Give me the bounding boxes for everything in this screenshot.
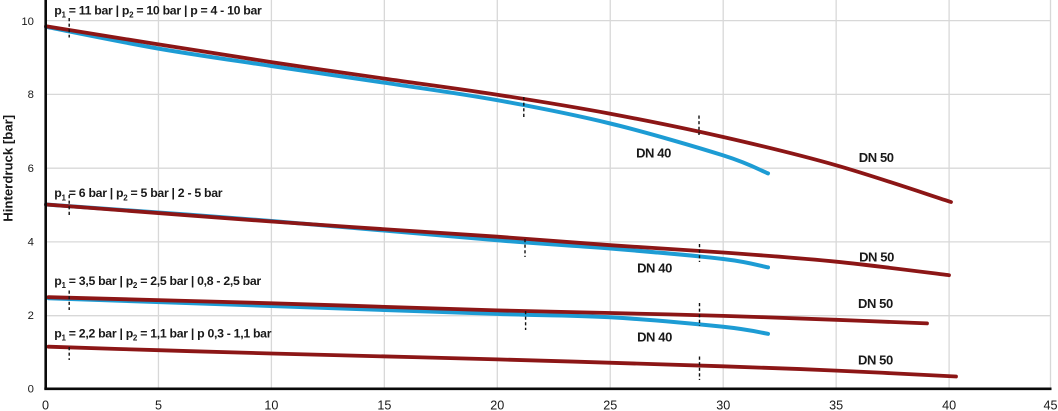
svg-text:DN 40: DN 40 [637, 329, 672, 344]
svg-text:DN 40: DN 40 [637, 261, 672, 276]
svg-text:6: 6 [28, 163, 34, 175]
svg-text:4: 4 [28, 237, 34, 249]
svg-text:25: 25 [603, 398, 617, 411]
svg-text:p1 = 6 bar | p2 = 5 bar | 2 -: p1 = 6 bar | p2 = 5 bar | 2 - 5 bar [54, 186, 222, 202]
svg-text:35: 35 [829, 398, 843, 411]
svg-text:15: 15 [377, 398, 391, 411]
svg-text:p1 = 11 bar | p2 = 10 bar | p: p1 = 11 bar | p2 = 10 bar | p = 4 - 10 b… [54, 3, 262, 19]
svg-text:DN 50: DN 50 [858, 296, 893, 311]
svg-text:45: 45 [1043, 398, 1057, 411]
svg-text:DN 50: DN 50 [858, 353, 893, 368]
svg-text:0: 0 [28, 384, 34, 396]
svg-text:8: 8 [28, 89, 34, 101]
svg-text:5: 5 [155, 398, 162, 411]
svg-text:p1 = 3,5 bar | p2 = 2,5 bar |: p1 = 3,5 bar | p2 = 2,5 bar | 0,8 - 2,5 … [54, 274, 261, 290]
svg-text:10: 10 [21, 16, 34, 28]
svg-text:p1 = 2,2 bar | p2 = 1,1 bar |: p1 = 2,2 bar | p2 = 1,1 bar | p 0,3 - 1,… [54, 326, 271, 342]
svg-text:DN 50: DN 50 [859, 250, 894, 265]
svg-text:40: 40 [942, 398, 956, 411]
svg-text:DN 50: DN 50 [859, 150, 894, 165]
svg-text:30: 30 [716, 398, 730, 411]
svg-text:DN 40: DN 40 [636, 145, 671, 160]
svg-text:Hinterdruck [bar]: Hinterdruck [bar] [1, 115, 16, 222]
svg-text:2: 2 [28, 310, 34, 322]
svg-text:10: 10 [264, 398, 278, 411]
svg-text:20: 20 [490, 398, 504, 411]
svg-text:0: 0 [42, 398, 49, 411]
